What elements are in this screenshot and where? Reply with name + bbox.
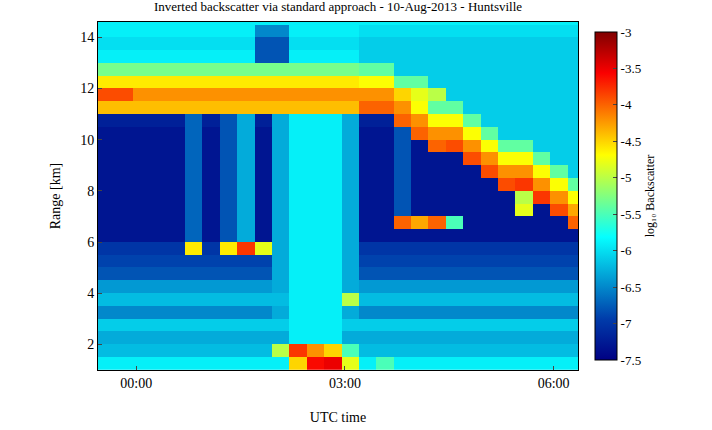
svg-text:UTC time: UTC time: [310, 410, 366, 425]
svg-text:-6.5: -6.5: [621, 280, 642, 295]
svg-text:-3: -3: [621, 25, 632, 40]
svg-text:-7.5: -7.5: [621, 353, 642, 368]
svg-text:-4: -4: [621, 97, 632, 112]
svg-text:Range [km]: Range [km]: [48, 163, 63, 229]
svg-text:2: 2: [87, 337, 94, 352]
svg-text:-5.5: -5.5: [621, 207, 642, 222]
svg-text:-3.5: -3.5: [621, 61, 642, 76]
svg-text:Inverted backscatter via stand: Inverted backscatter via standard approa…: [154, 0, 522, 14]
svg-text:10: 10: [80, 133, 94, 148]
svg-text:03:00: 03:00: [329, 376, 361, 391]
svg-text:4: 4: [87, 286, 94, 301]
svg-text:-6: -6: [621, 243, 632, 258]
svg-text:12: 12: [80, 81, 94, 96]
svg-text:06:00: 06:00: [538, 376, 570, 391]
svg-text:-7: -7: [621, 316, 632, 331]
svg-text:6: 6: [87, 235, 94, 250]
svg-text:-4.5: -4.5: [621, 134, 642, 149]
svg-text:14: 14: [80, 30, 94, 45]
svg-text:00:00: 00:00: [120, 376, 152, 391]
svg-text:-5: -5: [621, 170, 632, 185]
svg-text:log₁₀ Backscatter: log₁₀ Backscatter: [643, 155, 657, 238]
svg-text:8: 8: [87, 184, 94, 199]
